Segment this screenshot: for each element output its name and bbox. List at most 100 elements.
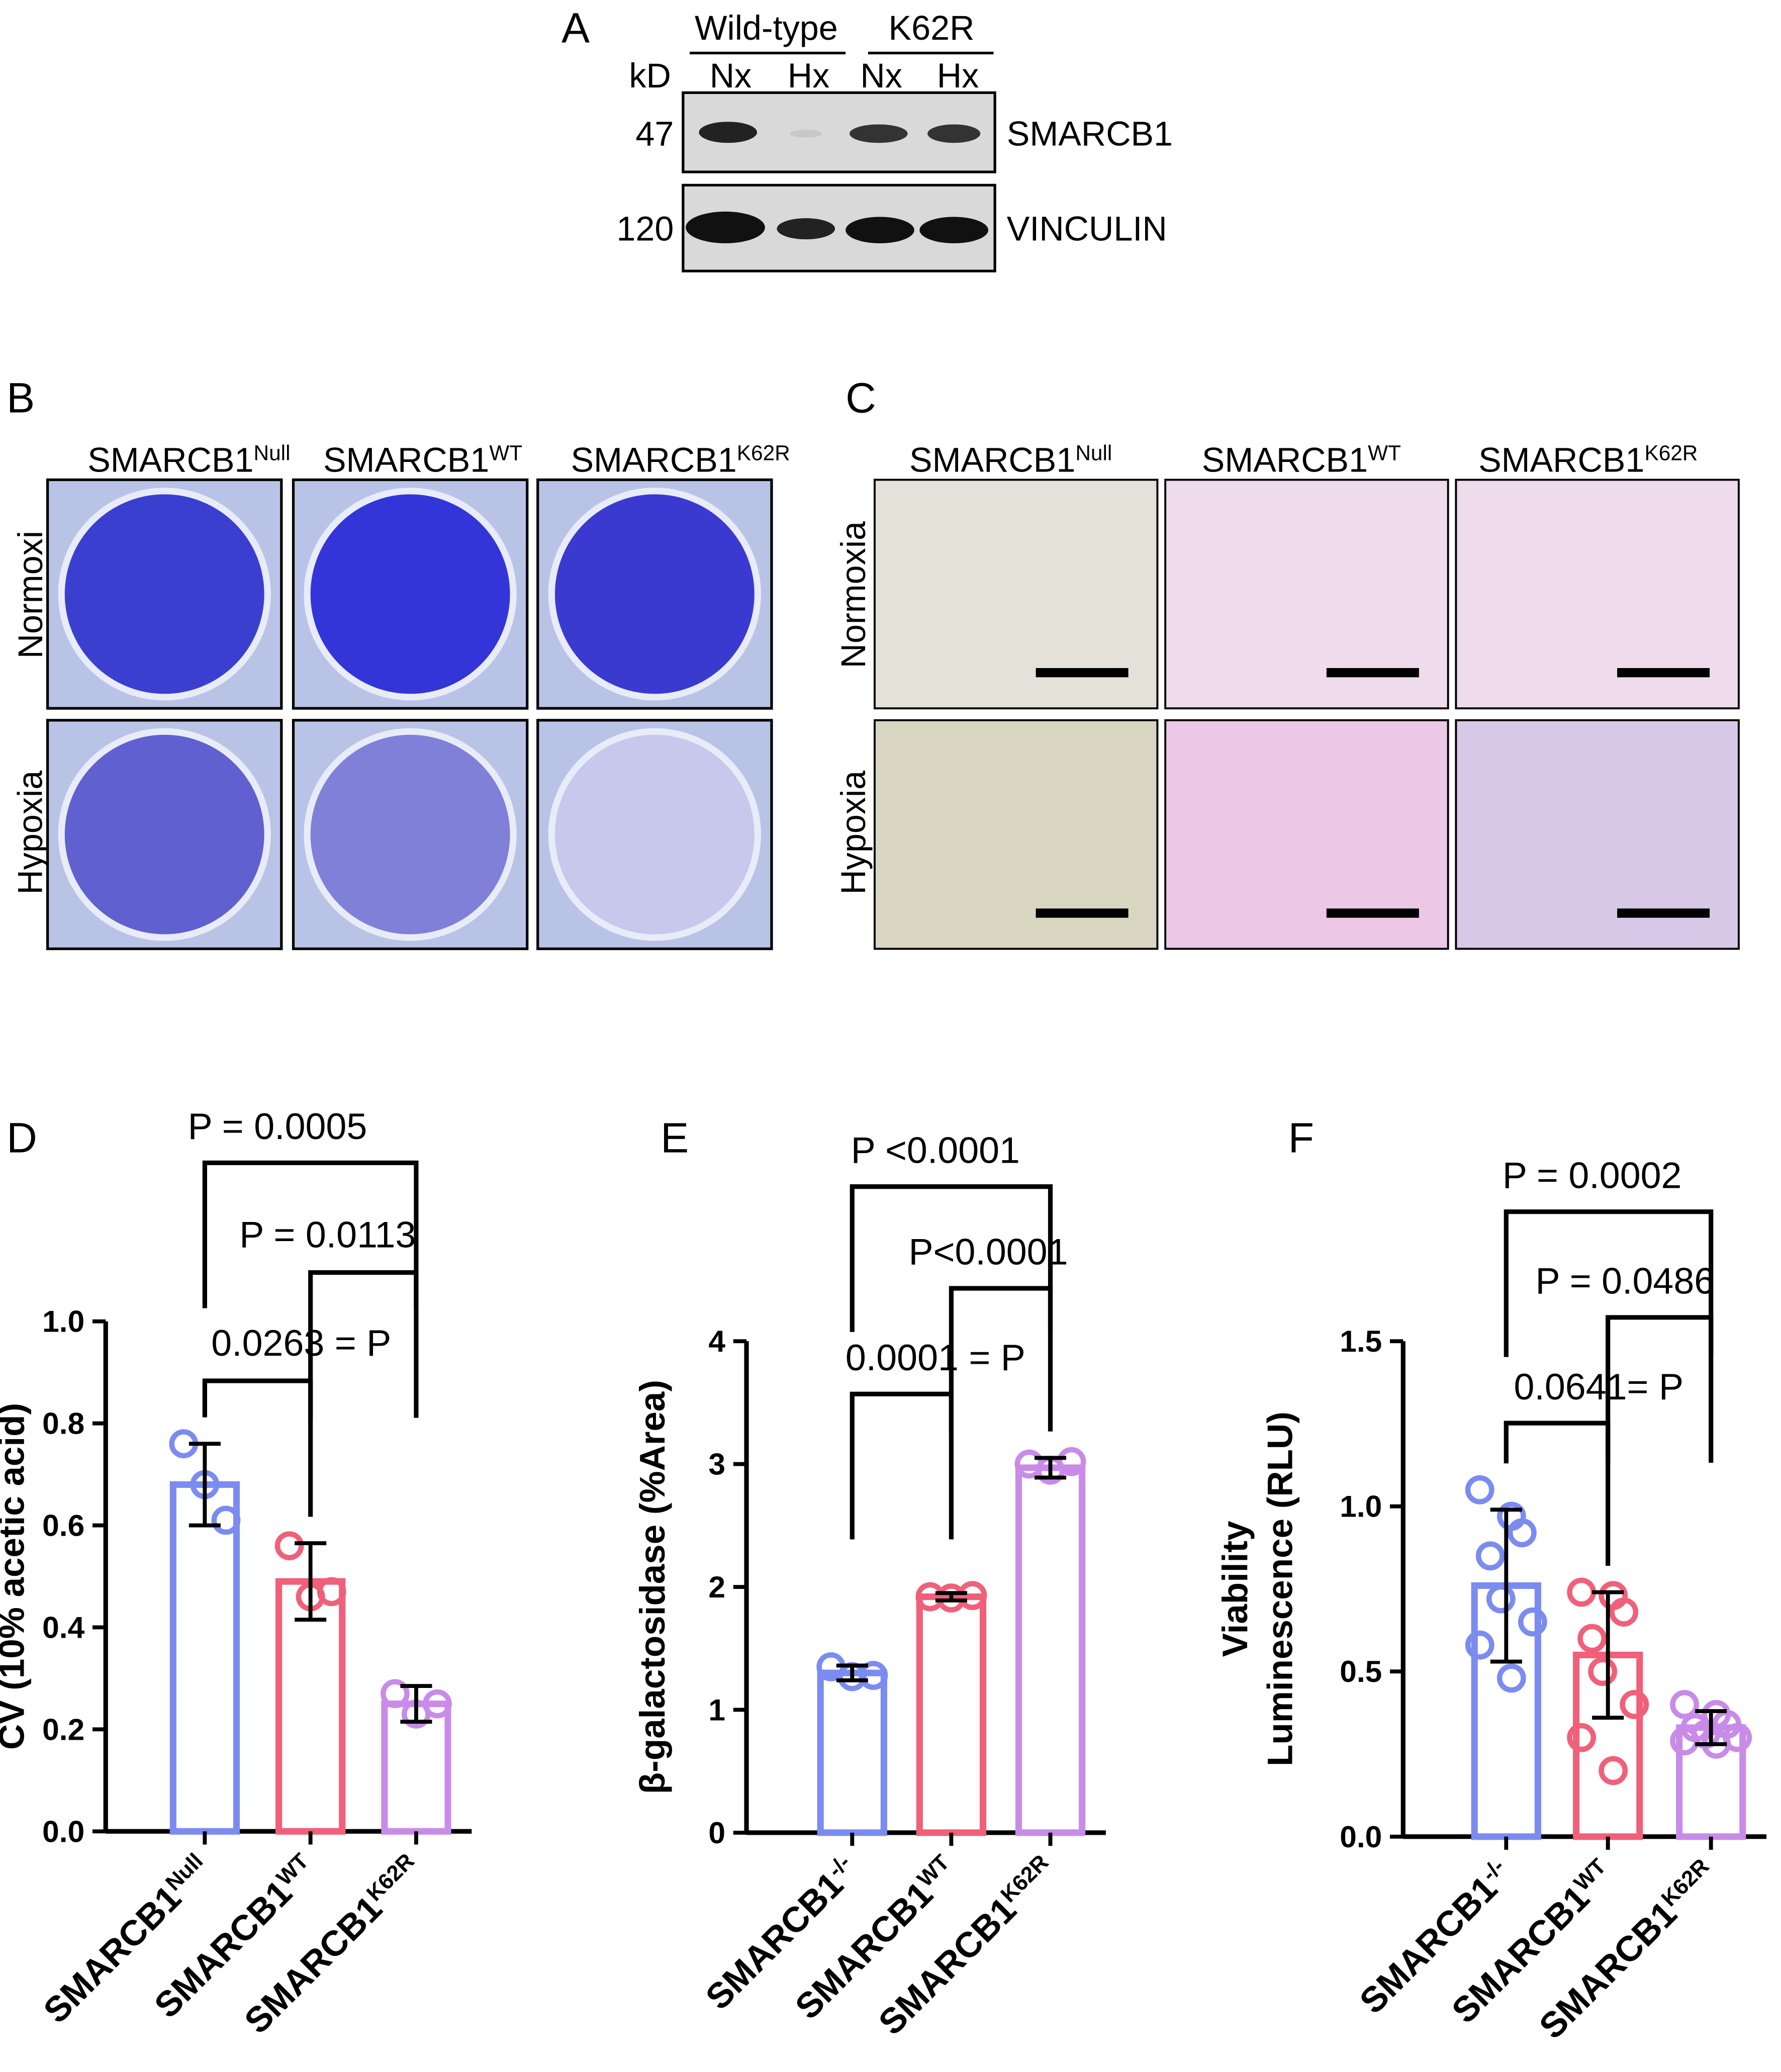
panel-label: E xyxy=(661,1114,689,1161)
y-tick-label: 0.0 xyxy=(1340,1820,1382,1854)
column-label: SMARCB1Null xyxy=(87,441,290,480)
data-point xyxy=(1599,1756,1628,1785)
p-value: 0.0263 = P xyxy=(211,1322,391,1364)
data-point xyxy=(1567,1723,1597,1752)
data-point xyxy=(1670,1726,1700,1756)
data-point xyxy=(380,1679,410,1709)
data-point xyxy=(859,1661,888,1690)
y-tick-label: 1.0 xyxy=(42,1304,84,1339)
p-value: P = 0.0113 xyxy=(239,1214,416,1256)
row-label: Normoxia xyxy=(834,521,873,668)
column-label: SMARCB1K62R xyxy=(1478,441,1698,480)
significance-bracket xyxy=(202,1378,313,1517)
y-tick-label: 1 xyxy=(708,1692,725,1727)
plate-well xyxy=(548,488,761,701)
data-point xyxy=(1518,1607,1547,1637)
label-sup: Null xyxy=(1075,441,1112,464)
x-tick-label: SMARCB1K62R xyxy=(1532,1854,1725,2047)
error-bar xyxy=(1034,1456,1067,1480)
p-value: P = 0.0486 xyxy=(1536,1260,1715,1302)
plate-well xyxy=(58,488,271,701)
error-bar xyxy=(189,1442,221,1528)
label-sup: WT xyxy=(489,441,522,464)
bar xyxy=(1015,1464,1086,1836)
row-label: Hypoxia xyxy=(834,771,873,895)
significance-bracket xyxy=(308,1270,419,1418)
bar xyxy=(169,1481,240,1835)
lane-label: Hx xyxy=(937,57,979,95)
data-point xyxy=(958,1581,987,1611)
y-tick-label: 0.8 xyxy=(42,1406,84,1441)
lane-label: Hx xyxy=(788,57,830,95)
band xyxy=(919,217,988,243)
label-base: SMARCB1 xyxy=(1202,441,1368,480)
significance-bracket xyxy=(850,1391,954,1540)
panel-label: B xyxy=(7,374,35,421)
data-point xyxy=(1670,1690,1700,1719)
y-tick-label: 1.5 xyxy=(1340,1324,1382,1358)
column-label: SMARCB1K62R xyxy=(571,441,790,480)
error-bar xyxy=(836,1663,868,1682)
error-bar xyxy=(1695,1709,1727,1746)
x-tick-label: SMARCB1K62R xyxy=(237,1848,430,2041)
label-sup: K62R xyxy=(1644,441,1698,464)
p-value: P = 0.0005 xyxy=(188,1105,367,1147)
p-value: 0.0001 = P xyxy=(846,1337,1025,1378)
band xyxy=(927,124,981,143)
y-tick-label: 0 xyxy=(708,1816,725,1850)
p-value: P<0.0001 xyxy=(908,1231,1068,1273)
protein-label: SMARCB1 xyxy=(1007,115,1173,153)
column-label: SMARCB1WT xyxy=(323,441,522,480)
data-point xyxy=(1620,1690,1649,1719)
error-bar xyxy=(935,1591,967,1603)
p-value: 0.0641= P xyxy=(1514,1366,1684,1407)
y-tick-label: 0.5 xyxy=(1340,1654,1382,1688)
label-sup: K62R xyxy=(361,1848,419,1906)
plate-well xyxy=(548,728,761,941)
label-sup: K62R xyxy=(996,1850,1053,1907)
y-tick-label: 2 xyxy=(708,1570,725,1604)
error-bar xyxy=(1592,1590,1624,1720)
data-point xyxy=(1465,1475,1494,1504)
band xyxy=(846,217,914,243)
column-label: SMARCB1WT xyxy=(1202,441,1401,480)
label-base: SMARCB1 xyxy=(323,441,489,480)
group-label: Wild-type xyxy=(695,9,838,47)
y-tick-label: 3 xyxy=(708,1447,725,1481)
y-axis-label: CV (10% acetic acid) xyxy=(0,1403,32,1750)
x-tick-label: SMARCB1K62R xyxy=(871,1850,1064,2043)
band xyxy=(777,218,835,240)
y-tick-label: 1.0 xyxy=(1340,1489,1382,1524)
data-point xyxy=(1465,1630,1494,1660)
data-point xyxy=(1057,1447,1086,1476)
data-point xyxy=(1609,1597,1639,1627)
lane-label: Nx xyxy=(860,57,902,95)
panel-label: F xyxy=(1288,1114,1314,1161)
row-label: Hypoxia xyxy=(12,771,50,895)
label-sup: K62R xyxy=(1656,1854,1714,1911)
data-point xyxy=(1588,1657,1618,1686)
panel-label: C xyxy=(846,374,876,421)
bar xyxy=(817,1669,887,1836)
column-label: SMARCB1Null xyxy=(909,441,1112,480)
p-value: P = 0.0002 xyxy=(1503,1154,1682,1196)
y-tick-label: 4 xyxy=(708,1324,725,1358)
band xyxy=(850,124,908,143)
group-label: K62R xyxy=(889,9,975,47)
plate-well xyxy=(304,728,517,941)
lane-label: Nx xyxy=(710,57,752,95)
plate-well xyxy=(58,728,271,941)
marker-label: 120 xyxy=(616,210,674,248)
label-sup: Null xyxy=(254,441,291,464)
y-axis-label: Luminescence (RLU) xyxy=(1261,1411,1300,1766)
label-base: SMARCB1 xyxy=(1478,441,1644,480)
data-point xyxy=(211,1505,241,1535)
bar xyxy=(916,1593,987,1836)
y-tick-label: 0.2 xyxy=(42,1712,84,1746)
panel-label: D xyxy=(7,1114,37,1161)
band xyxy=(790,129,822,138)
significance-bracket xyxy=(202,1160,419,1308)
significance-bracket xyxy=(949,1286,1053,1434)
